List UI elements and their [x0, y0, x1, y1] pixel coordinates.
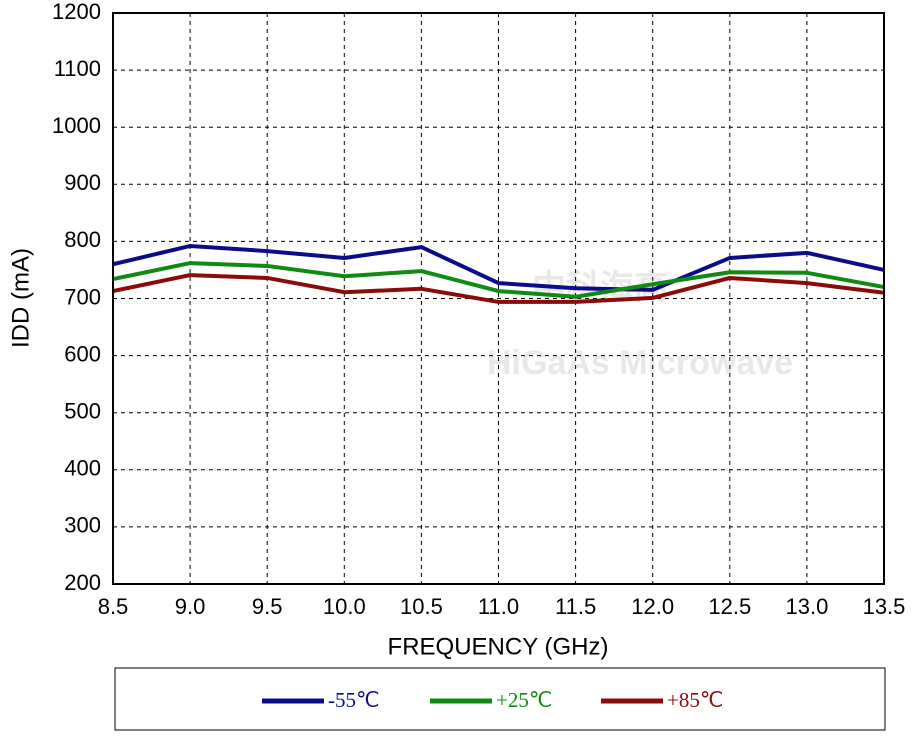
y-tick-label: 1000 — [52, 113, 101, 138]
legend-label: +85℃ — [667, 688, 723, 712]
y-tick-label: 800 — [64, 227, 101, 252]
x-tick-label: 8.5 — [98, 594, 129, 619]
x-tick-label: 10.5 — [400, 594, 443, 619]
y-tick-label: 200 — [64, 570, 101, 595]
y-tick-label: 300 — [64, 513, 101, 538]
x-tick-label: 13.5 — [863, 594, 906, 619]
series-line — [112, 261, 885, 299]
y-tick-label: 600 — [64, 341, 101, 366]
y-tick-label: 900 — [64, 170, 101, 195]
y-tick-label: 1200 — [52, 0, 101, 24]
x-tick-label: 12.5 — [708, 594, 751, 619]
x-tick-label: 9.0 — [175, 594, 206, 619]
x-axis-label: FREQUENCY (GHz) — [388, 633, 609, 660]
legend-label: -55℃ — [328, 688, 380, 712]
y-axis-label: IDD (mA) — [7, 248, 34, 348]
y-tick-label: 400 — [64, 456, 101, 481]
x-tick-label: 9.5 — [252, 594, 283, 619]
x-tick-label: 11.5 — [555, 594, 596, 619]
legend-box — [114, 667, 886, 731]
watermark: HiGaAs Microwave — [487, 344, 793, 382]
plot-frame — [112, 12, 885, 585]
legend-label: +25℃ — [496, 688, 552, 712]
x-tick-label: 13.0 — [785, 594, 828, 619]
x-tick-label: 10.0 — [323, 594, 366, 619]
series-line — [112, 243, 885, 292]
y-tick-label: 1100 — [54, 56, 101, 81]
y-tick-label: 700 — [64, 284, 101, 309]
x-tick-label: 11.0 — [478, 594, 519, 619]
series-line — [112, 273, 885, 304]
y-tick-label: 500 — [64, 399, 101, 424]
x-tick-label: 12.0 — [631, 594, 674, 619]
